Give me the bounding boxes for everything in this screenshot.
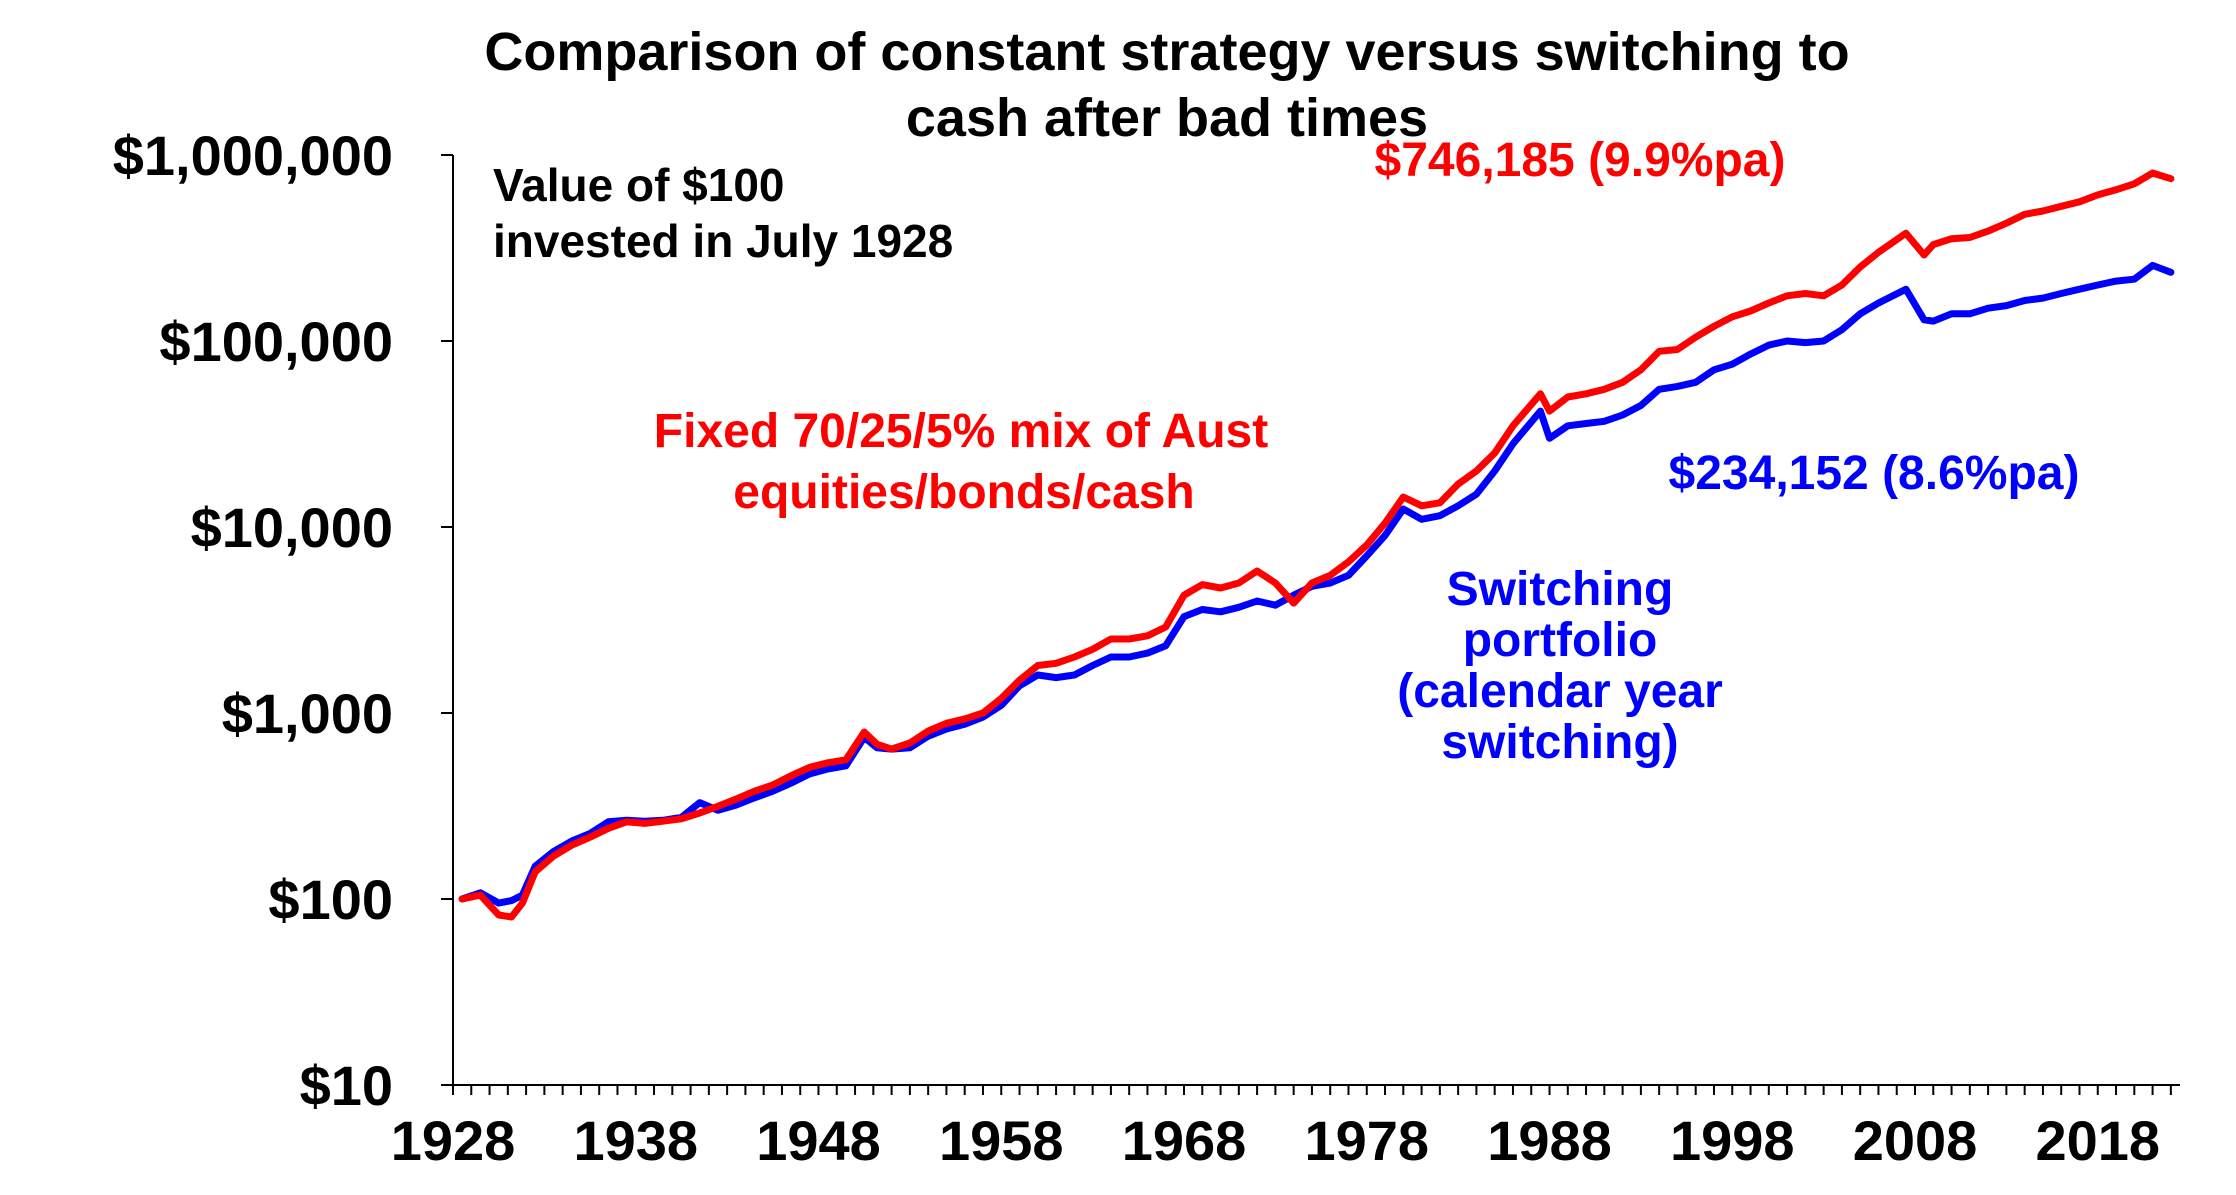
value-note-line-1: Value of $100 bbox=[493, 159, 785, 211]
x-tick-label: 1998 bbox=[1670, 1109, 1795, 1172]
y-tick-label: $10,000 bbox=[191, 496, 393, 559]
y-tick-label: $1,000,000 bbox=[113, 124, 393, 187]
x-tick-label: 1978 bbox=[1304, 1109, 1429, 1172]
chart-title-line-2: cash after bad times bbox=[906, 88, 1428, 148]
switch-series-label-line-4: switching) bbox=[1441, 716, 1678, 769]
x-tick-label: 1988 bbox=[1487, 1109, 1612, 1172]
series-lines bbox=[458, 169, 2175, 921]
x-tick-label: 1948 bbox=[756, 1109, 881, 1172]
y-tick-label: $10 bbox=[300, 1054, 393, 1117]
fixed-end-value-label: $746,185 (9.9%pa) bbox=[1375, 134, 1786, 187]
y-tick-label: $100,000 bbox=[159, 310, 393, 373]
y-tick-label: $1,000 bbox=[222, 682, 393, 745]
chart-title-line-1: Comparison of constant strategy versus s… bbox=[484, 22, 1849, 82]
x-tick-label: 1938 bbox=[573, 1109, 698, 1172]
x-tick-label: 1968 bbox=[1122, 1109, 1247, 1172]
x-tick-label: 1958 bbox=[939, 1109, 1064, 1172]
axes bbox=[452, 155, 2180, 1086]
fixed-mix-series-line bbox=[458, 169, 2175, 921]
value-note-line-2: invested in July 1928 bbox=[493, 215, 953, 267]
x-axis-ticks: 1928 1938 1948 1958 1968 1978 1988 1998 2008 2018 bbox=[391, 1085, 2172, 1172]
x-tick-label: 2018 bbox=[2035, 1109, 2160, 1172]
switch-end-value-label: $234,152 (8.6%pa) bbox=[1669, 447, 2080, 500]
y-tick-label: $100 bbox=[268, 868, 393, 931]
annotations: Value of $100 invested in July 1928 $746… bbox=[493, 134, 2079, 769]
x-tick-label: 1928 bbox=[391, 1109, 516, 1172]
x-tick-label: 2008 bbox=[1853, 1109, 1978, 1172]
switch-series-label-line-3: (calendar year bbox=[1397, 665, 1723, 718]
switch-series-label-line-2: portfolio bbox=[1463, 614, 1658, 667]
fixed-series-label-line-1: Fixed 70/25/5% mix of Aust bbox=[654, 405, 1268, 458]
chart-title: Comparison of constant strategy versus s… bbox=[484, 22, 1849, 148]
switch-series-label-line-1: Switching bbox=[1447, 563, 1674, 616]
y-axis-ticks: $10 $100 $1,000 $10,000 $100,000 $1,000,000 bbox=[113, 124, 453, 1117]
fixed-series-label-line-2: equities/bonds/cash bbox=[733, 466, 1194, 519]
